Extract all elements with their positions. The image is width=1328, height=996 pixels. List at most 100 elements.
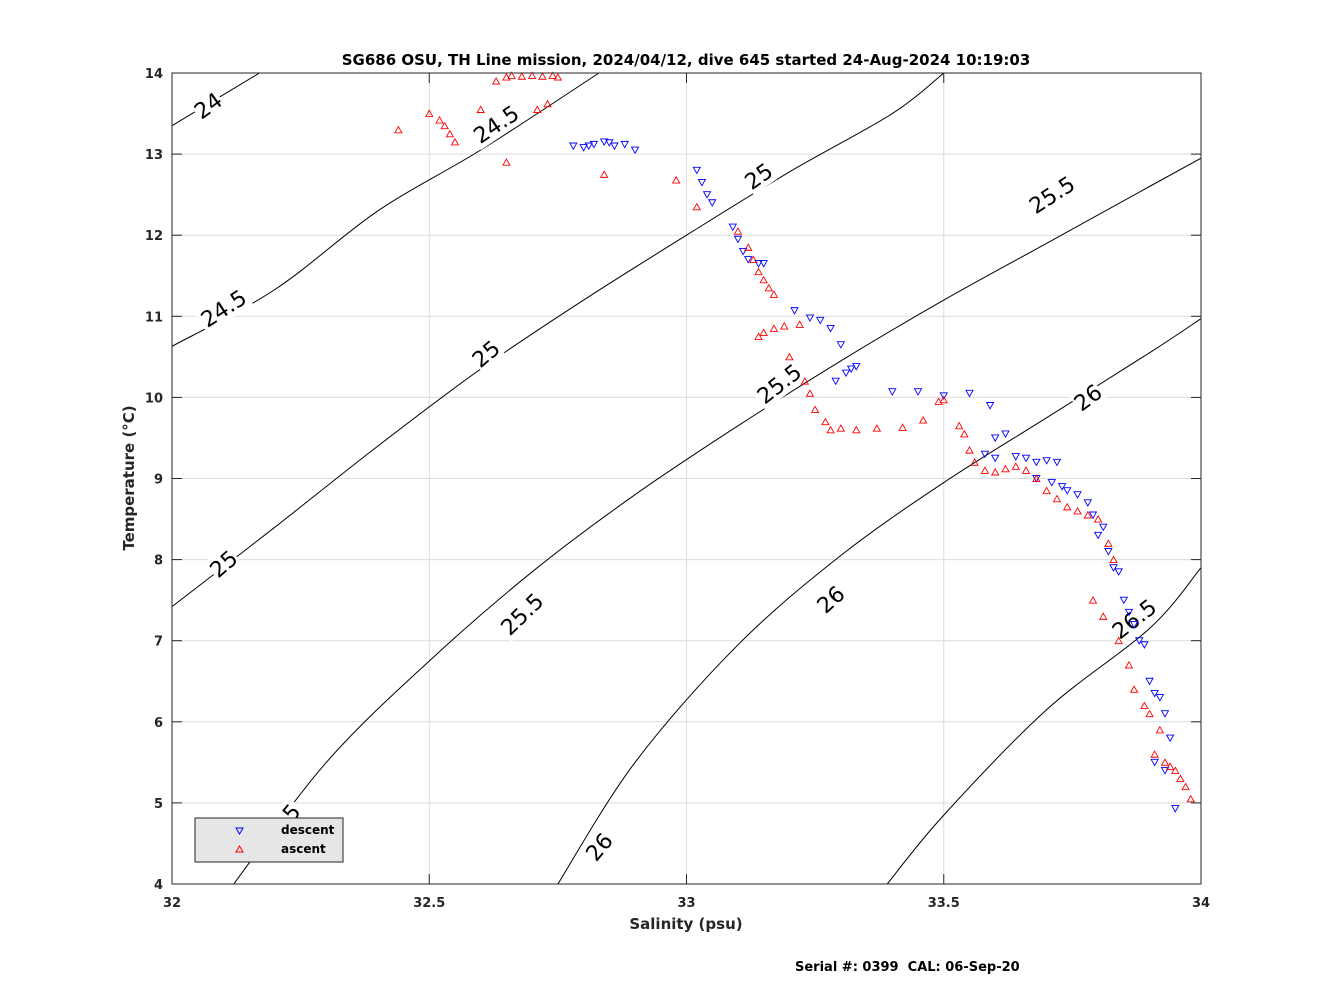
ascent-point (394, 125, 403, 134)
ascent-point (754, 267, 763, 276)
ascent-point (507, 71, 516, 79)
ascent-point (491, 76, 501, 85)
ascent-point (1186, 794, 1195, 803)
ascent-point (810, 405, 820, 414)
ascent-point (769, 290, 779, 298)
descent-point (630, 146, 640, 155)
ascent-point (779, 321, 789, 330)
ascent-point (1114, 636, 1123, 645)
ascent-point (1011, 462, 1021, 470)
ascent-point (898, 423, 907, 431)
y-tick-label: 11 (145, 310, 163, 325)
descent-point (913, 388, 923, 396)
density-contour-26.5 (886, 567, 1202, 885)
descent-point (939, 392, 949, 400)
ascent-point (553, 72, 563, 81)
ascent-point (440, 121, 449, 130)
y-tick-labels: 4 5 6 7 8 9 10 11 12 13 14 (145, 67, 163, 893)
descent-point (965, 389, 974, 398)
descent-point (1109, 564, 1118, 572)
ascent-point (821, 417, 830, 426)
contour-label-gap (811, 579, 851, 619)
descent-point (815, 316, 825, 325)
contour-label-gap (1104, 591, 1164, 646)
ascent-point (795, 320, 804, 328)
ascent-point (1062, 502, 1072, 511)
x-tick-label: 33 (677, 896, 695, 911)
y-tick-label: 13 (145, 148, 163, 163)
ascent-point (733, 227, 743, 235)
legend: descent ascent (194, 817, 344, 863)
density-contour-26 (557, 318, 1202, 885)
ascent-point (1181, 782, 1190, 791)
contour-label-gap (188, 86, 228, 125)
descent-point (1129, 621, 1139, 629)
y-tick-label: 6 (154, 716, 163, 731)
ascent-point (970, 458, 979, 466)
descent-point (605, 139, 614, 147)
descent-point (1160, 767, 1170, 775)
descent-point (1165, 734, 1175, 743)
ascent-point (749, 255, 758, 263)
ascent-point (599, 170, 609, 178)
descent-point (707, 199, 717, 207)
descent-point (610, 142, 619, 151)
ascent-point (1140, 701, 1149, 710)
descent-point (1114, 568, 1123, 576)
descent-point (692, 166, 702, 175)
descent-point (1047, 479, 1057, 487)
contour-label-gap (466, 334, 506, 373)
ascent-point (517, 72, 527, 80)
y-axis-label: Temperature (°C) (120, 405, 138, 550)
descent-point (759, 260, 768, 268)
contour-label-gap (1022, 168, 1082, 221)
ascent-point (671, 175, 681, 184)
ascent-point (1104, 539, 1113, 547)
descent-point (841, 369, 851, 378)
ascent-point (764, 283, 774, 292)
descent-point (589, 140, 599, 149)
serial-cal-footer: Serial #: 0399 CAL: 06-Sep-20 (795, 960, 1020, 975)
descent-point (754, 260, 763, 268)
descent-point (1150, 689, 1159, 698)
ascent-point (543, 99, 552, 108)
descent-point (888, 388, 897, 396)
x-tick-label: 32.5 (413, 896, 445, 911)
ascent-point (1171, 766, 1180, 774)
y-tick-label: 12 (145, 229, 163, 244)
descent-point (980, 450, 990, 459)
descent-point (1083, 499, 1093, 507)
ascent-point (1176, 774, 1185, 783)
ascent-point (1001, 464, 1010, 473)
descent-point (728, 223, 738, 232)
y-tick-label: 8 (154, 554, 163, 569)
legend-ascent-label: ascent (281, 842, 326, 856)
ascent-series (394, 71, 1195, 803)
descent-point (1134, 637, 1144, 645)
axis-ticks (171, 72, 1202, 885)
legend-descent-label: descent (281, 823, 335, 837)
contour-label-gap (204, 544, 243, 584)
descent-point (743, 256, 753, 264)
ascent-point (548, 71, 558, 79)
descent-point (990, 454, 1000, 463)
ascent-point (476, 105, 485, 113)
descent-point (579, 144, 588, 152)
ascent-point (1021, 466, 1031, 474)
ascent-point (445, 129, 455, 138)
ascent-point (743, 243, 753, 251)
descent-point (1155, 694, 1165, 702)
descent-point (697, 179, 707, 187)
x-tick-labels: 32 32.5 33 33.5 34 (163, 896, 1210, 911)
ascent-point (1160, 758, 1170, 766)
legend-descent-marker (235, 827, 244, 835)
ascent-point (800, 377, 810, 385)
ascent-point (872, 424, 882, 432)
descent-point (1150, 758, 1159, 767)
y-tick-label: 7 (154, 635, 163, 650)
descent-point (985, 402, 995, 410)
chart-title: SG686 OSU, TH Line mission, 2024/04/12, … (342, 51, 1031, 69)
ascent-point (1109, 555, 1118, 564)
ascent-point (1032, 474, 1041, 482)
